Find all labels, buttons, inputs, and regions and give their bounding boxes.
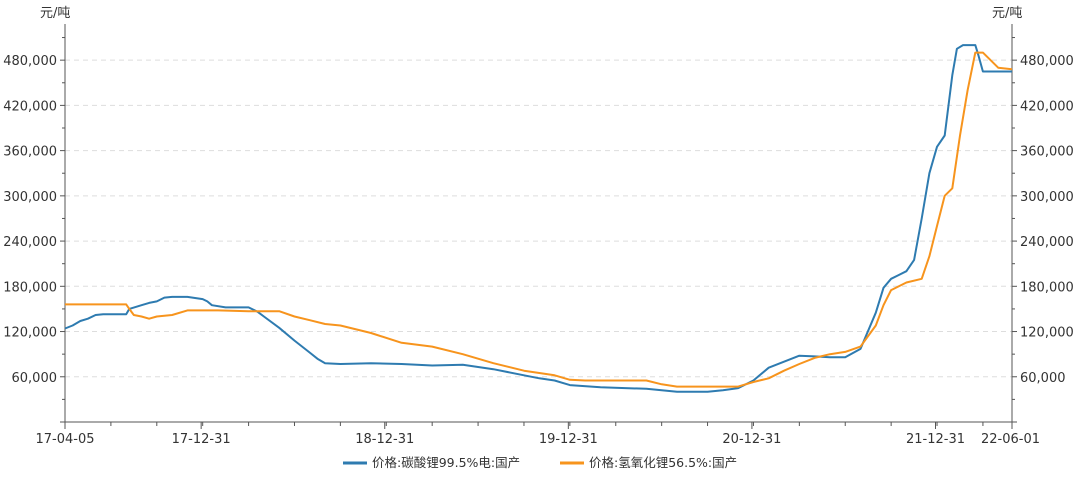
series-lines [64, 44, 1013, 393]
y-tick-label-left: 180,000 [3, 280, 57, 295]
y-tick-label-left: 120,000 [3, 326, 57, 341]
y-tick-label-right: 180,000 [1020, 280, 1074, 295]
y-tick-label-left: 420,000 [3, 99, 57, 114]
x-tick-label: 19-12-31 [539, 432, 598, 447]
y-tick-label-right: 300,000 [1020, 190, 1074, 205]
x-tick-label: 21-12-31 [906, 432, 965, 447]
x-tick-label: 17-12-31 [172, 432, 231, 447]
y-tick-label-right: 360,000 [1020, 145, 1074, 160]
y-tick-label-left: 240,000 [3, 235, 57, 250]
y-tick-label-right: 420,000 [1020, 99, 1074, 114]
gridlines [65, 59, 1012, 378]
y-tick-label-left: 360,000 [3, 145, 57, 160]
legend-label-1: 价格:碳酸锂99.5%电:国产 [372, 455, 520, 470]
legend-label-2: 价格:氢氧化锂56.5%:国产 [589, 455, 737, 470]
x-tick-label: 18-12-31 [355, 432, 414, 447]
axes: 60,000 60,000 120,000 120,000 180,000 180,000… [3, 24, 1074, 447]
y-tick-label-right: 480,000 [1020, 54, 1074, 69]
left-axis-unit: 元/吨 [40, 6, 70, 21]
y-tick-label-left: 300,000 [3, 190, 57, 205]
x-tick-label: 20-12-31 [722, 432, 781, 447]
y-tick-label-left: 480,000 [3, 54, 57, 69]
y-tick-label-left: 60,000 [12, 371, 58, 386]
series-line-1 [64, 44, 1012, 393]
legend: 价格:碳酸锂99.5%电:国产 价格:氢氧化锂56.5%:国产 [343, 455, 737, 470]
y-tick-label-right: 120,000 [1020, 326, 1074, 341]
x-tick-label: 17-04-05 [35, 432, 94, 447]
x-tick-label: 22-06-01 [981, 432, 1040, 447]
right-axis-unit: 元/吨 [992, 6, 1022, 21]
series-line-2 [65, 51, 1013, 388]
y-tick-label-right: 60,000 [1020, 371, 1066, 386]
y-tick-label-right: 240,000 [1020, 235, 1074, 250]
